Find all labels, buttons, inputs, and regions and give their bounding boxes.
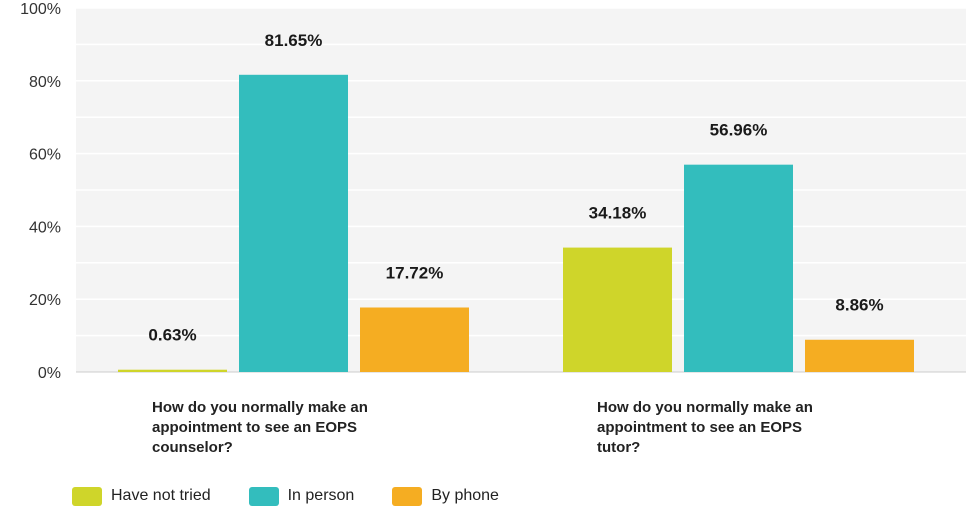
data-label: 0.63% [148,326,196,345]
category-label: counselor? [152,439,233,456]
bar [118,369,227,372]
legend-item-have-not-tried: Have not tried [72,486,211,506]
y-tick-label: 40% [29,219,61,236]
category-label: appointment to see an EOPS [597,419,802,436]
bar [563,247,672,372]
data-label: 81.65% [265,31,323,50]
legend-swatch-have-not-tried [72,486,102,506]
y-tick-label: 80% [29,74,61,91]
y-tick-label: 100% [20,1,61,18]
legend-label-by-phone: By phone [431,487,499,504]
y-tick-label: 0% [38,365,61,382]
category-label: How do you normally make an [597,399,813,416]
legend-label-have-not-tried: Have not tried [111,487,211,504]
data-label: 17.72% [386,263,444,282]
bar [805,339,914,372]
category-label: How do you normally make an [152,399,368,416]
legend-item-by-phone: By phone [392,486,499,506]
bar [239,74,348,372]
legend-item-in-person: In person [248,486,355,506]
legend-swatch-in-person [248,486,279,506]
category-label: tutor? [597,439,640,456]
data-label: 8.86% [835,296,883,315]
y-tick-label: 20% [29,292,61,309]
bar [360,307,469,372]
bar-chart: 0% 20% 40% 60% 80% 100% 0.63% 81.65% 17.72% How d… [20,1,966,456]
legend-label-in-person: In person [287,487,355,504]
data-label: 34.18% [589,204,647,223]
bar [684,164,793,372]
legend: Have not tried In person By phone [72,484,537,508]
y-tick-label: 60% [29,147,61,164]
data-label: 56.96% [710,121,768,140]
category-label: appointment to see an EOPS [152,419,357,436]
legend-swatch-by-phone [392,486,423,506]
